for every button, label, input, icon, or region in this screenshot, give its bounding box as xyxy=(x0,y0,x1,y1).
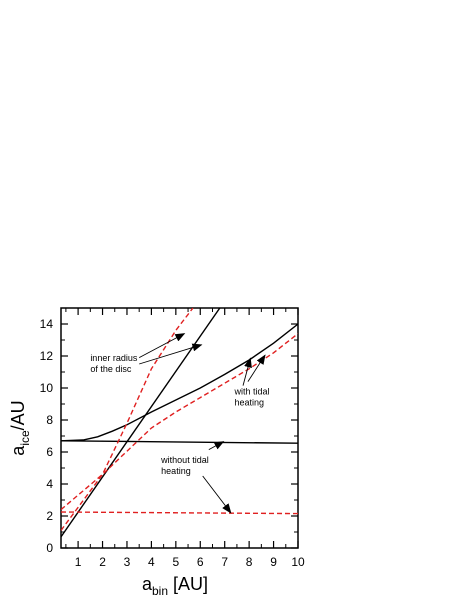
dashed-line-3 xyxy=(61,308,194,531)
solid-line-0 xyxy=(61,308,221,538)
annotation-with-line: with tidal xyxy=(233,386,269,396)
annotation-without-line: without tidal xyxy=(160,455,209,465)
y-tick-label: 2 xyxy=(46,509,53,523)
y-axis-ticks: 0 2 4 6 8 10 12 14 xyxy=(40,307,298,555)
y-tick-label: 12 xyxy=(40,349,54,363)
solid-line-1 xyxy=(61,323,298,442)
y-tick-label: 14 xyxy=(40,317,54,331)
x-tick-label: 10 xyxy=(291,555,305,569)
annotation-arrow xyxy=(208,441,225,450)
x-axis-ticks: 1 2 3 4 5 6 7 8 9 10 xyxy=(65,308,305,569)
x-tick-label: 4 xyxy=(148,555,155,569)
annotation-inner-line: inner radius xyxy=(90,353,138,363)
x-tick-label: 5 xyxy=(172,555,179,569)
dashed-line-5 xyxy=(61,511,298,515)
annotation-arrow xyxy=(242,357,252,386)
annotation-arrow xyxy=(139,343,203,365)
x-tick-label: 6 xyxy=(197,555,204,569)
annotation-inner-line: of the disc xyxy=(90,364,132,374)
x-tick-label: 7 xyxy=(221,555,228,569)
annotation-arrow xyxy=(247,354,266,382)
x-tick-label: 9 xyxy=(270,555,277,569)
y-tick-label: 8 xyxy=(46,413,53,427)
x-tick-label: 1 xyxy=(75,555,82,569)
x-tick-label: 3 xyxy=(124,555,131,569)
annotation-arrow xyxy=(202,475,232,514)
y-axis-title: aice/AU xyxy=(8,400,32,455)
plot-frame xyxy=(60,307,299,549)
annotation-without-line: heating xyxy=(161,466,191,476)
y-tick-label: 0 xyxy=(46,541,53,555)
solid-line-2 xyxy=(61,440,298,444)
y-tick-label: 4 xyxy=(46,477,53,491)
y-tick-label: 6 xyxy=(46,445,53,459)
x-tick-label: 2 xyxy=(99,555,106,569)
annotation-with-line: heating xyxy=(234,397,264,407)
x-tick-label: 8 xyxy=(246,555,253,569)
series-layer xyxy=(61,308,298,538)
x-axis-title: abin [AU] xyxy=(142,574,208,598)
annotation-arrow xyxy=(138,333,186,358)
y-tick-label: 10 xyxy=(40,381,54,395)
